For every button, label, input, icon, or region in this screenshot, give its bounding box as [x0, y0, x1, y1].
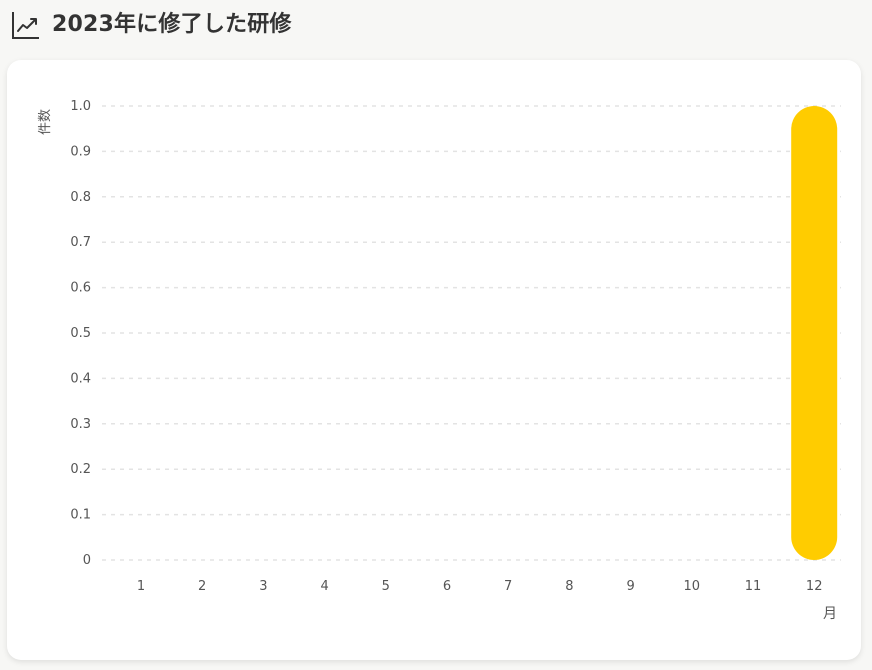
y-tick-label: 0 [83, 553, 91, 568]
grid-lines [102, 105, 841, 561]
x-tick-label: 6 [443, 579, 451, 594]
bar-month-12[interactable] [791, 106, 838, 560]
y-tick-label: 0.7 [70, 235, 91, 250]
x-tick-label: 8 [565, 579, 573, 594]
y-tick-labels: 0 0.1 0.2 0.3 0.4 0.5 0.6 0.7 0.8 0.9 1.0 [70, 99, 91, 568]
y-tick-label: 1.0 [70, 99, 91, 114]
x-tick-label: 12 [806, 579, 823, 594]
bars [791, 106, 838, 560]
y-tick-label: 0.6 [70, 281, 91, 296]
x-tick-label: 11 [745, 579, 762, 594]
y-tick-label: 0.5 [70, 326, 91, 341]
y-axis-label: 件数 [38, 109, 53, 135]
page-title: 2023年に修了した研修 [52, 12, 292, 37]
y-tick-label: 0.1 [70, 508, 91, 523]
y-tick-label: 0.3 [70, 417, 91, 432]
x-axis-label: 月 [823, 606, 837, 622]
x-tick-label: 2 [198, 579, 206, 594]
x-tick-label: 9 [626, 579, 634, 594]
x-tick-label: 7 [504, 579, 512, 594]
y-tick-label: 0.2 [70, 462, 91, 477]
trend-chart-icon [10, 9, 42, 41]
y-tick-label: 0.8 [70, 190, 91, 205]
x-tick-label: 10 [684, 579, 701, 594]
y-tick-label: 0.4 [70, 371, 91, 386]
x-tick-label: 5 [382, 579, 390, 594]
x-tick-label: 3 [259, 579, 267, 594]
x-tick-label: 1 [137, 579, 145, 594]
x-tick-labels: 1 2 3 4 5 6 7 8 9 10 11 12 [137, 579, 823, 594]
chart-header: 2023年に修了した研修 [10, 8, 292, 42]
x-tick-label: 4 [320, 579, 328, 594]
y-tick-label: 0.9 [70, 144, 91, 159]
